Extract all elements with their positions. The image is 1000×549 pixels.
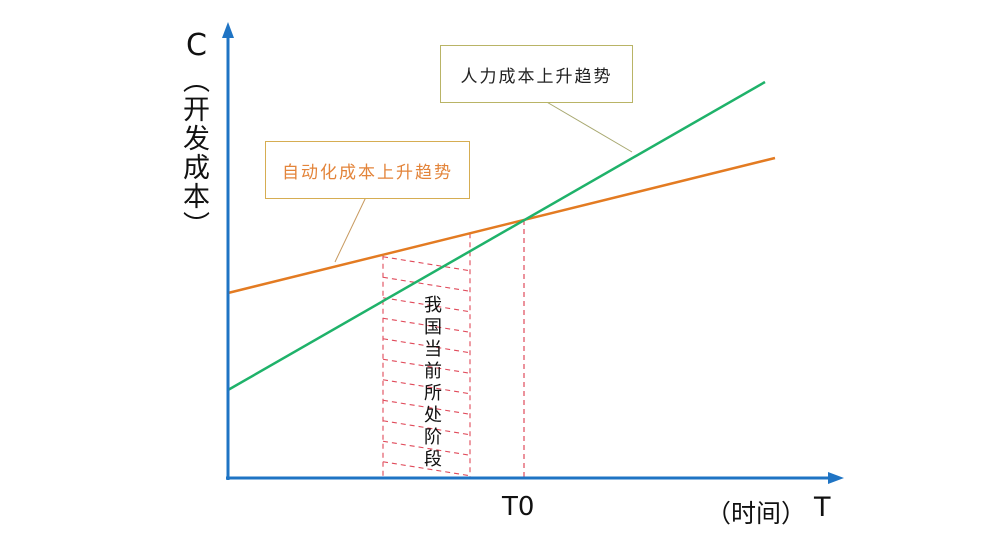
y-axis-label: C xyxy=(186,28,207,63)
automation-cost-line xyxy=(227,156,776,295)
x-axis-sublabel: （时间） xyxy=(706,499,807,528)
x-marker-t0: T0 xyxy=(502,492,535,522)
x-axis-label: T xyxy=(814,492,831,523)
region-hatch-line xyxy=(382,399,471,415)
region-hatch xyxy=(382,233,471,478)
x-axis-arrow-icon xyxy=(828,472,844,484)
automation-leader-line xyxy=(334,196,367,263)
region-hatch-line xyxy=(382,317,471,333)
y-axis-sublabel: （开发成本） xyxy=(178,66,209,240)
region-hatch-line xyxy=(382,379,471,395)
human-cost-line xyxy=(227,80,766,392)
current-stage-label: 我国当前所处阶段 xyxy=(421,295,442,471)
region-hatch-line xyxy=(382,358,471,374)
region-hatch-line xyxy=(382,256,471,272)
y-axis-arrow-icon xyxy=(222,22,234,38)
region-hatch-line xyxy=(382,338,471,354)
automation-callout: 自动化成本上升趋势 xyxy=(265,141,470,199)
region-hatch-line xyxy=(382,297,471,313)
region-hatch-line xyxy=(382,420,471,436)
region-hatch-line xyxy=(382,440,471,456)
region-hatch-line xyxy=(382,276,471,292)
human-callout: 人力成本上升趋势 xyxy=(440,45,633,103)
human-leader-line xyxy=(544,100,633,153)
region-hatch-line xyxy=(382,461,471,477)
